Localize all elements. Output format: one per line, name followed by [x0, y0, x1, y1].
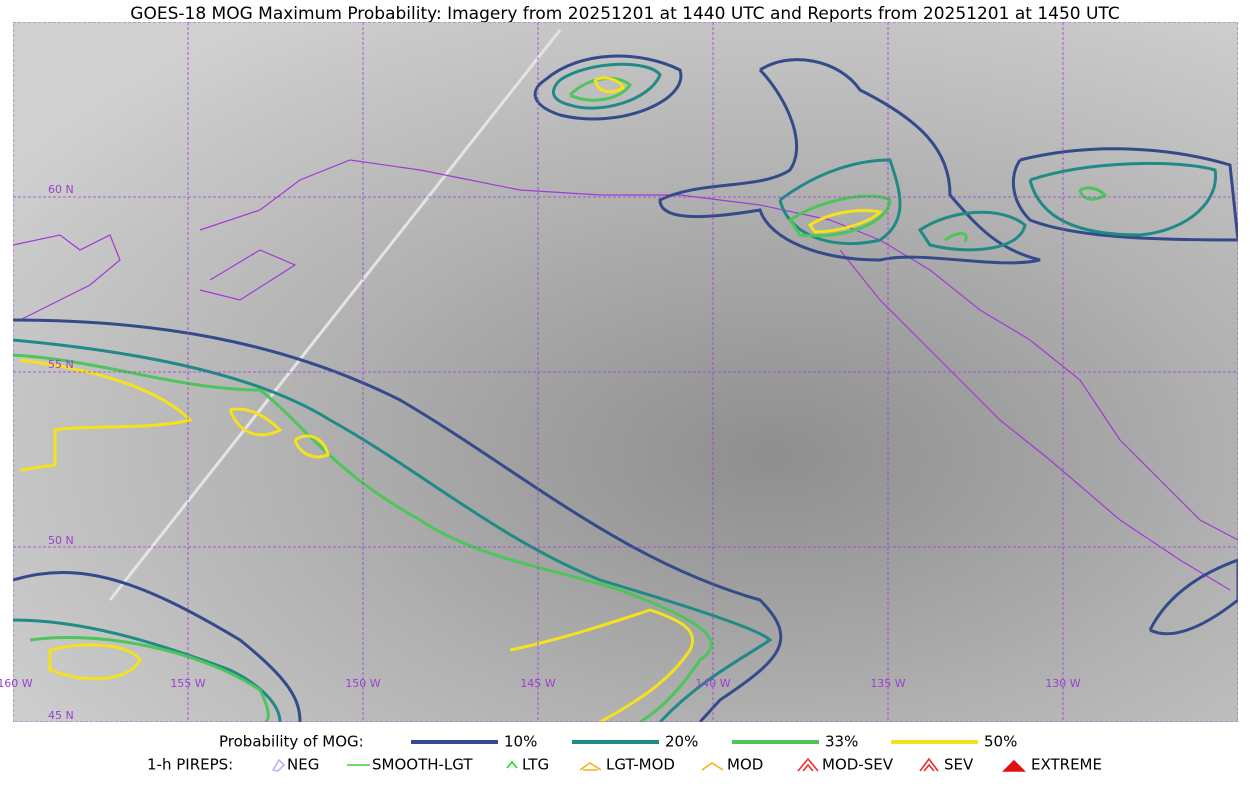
- lon-label: 150 W: [345, 677, 380, 690]
- lat-label: 45 N: [48, 709, 74, 722]
- pirep-symbol: [579, 762, 602, 771]
- lat-label: 55 N: [48, 358, 74, 371]
- contour-33: [13, 76, 1108, 722]
- pirep-symbol: [919, 757, 939, 772]
- pirep-symbol: [701, 762, 724, 771]
- legend-label: MOD-SEV: [822, 756, 894, 774]
- legend-label: 50%: [984, 733, 1017, 751]
- contour-10: [13, 54, 1238, 722]
- legend-label: LGT-MOD: [606, 756, 675, 774]
- lat-label: 60 N: [48, 183, 74, 196]
- lon-label: 135 W: [870, 677, 905, 690]
- legend-label: 33%: [825, 733, 858, 751]
- lon-label: 145 W: [520, 677, 555, 690]
- legend-label: SMOOTH-LGT: [372, 756, 473, 774]
- legend-label: 20%: [665, 733, 698, 751]
- title: GOES-18 MOG Maximum Probability: Imagery…: [130, 4, 1119, 24]
- contour-50: [19, 76, 884, 722]
- lon-label: 130 W: [1045, 677, 1080, 690]
- pirep-symbol: [797, 757, 819, 772]
- graticule: [13, 22, 1238, 722]
- legend-label: EXTREME: [1031, 756, 1102, 774]
- legend-label: MOD: [727, 756, 763, 774]
- legend-label: SEV: [944, 756, 974, 774]
- legend: Probability of MOG: 10% 20% 33% 50% 1-h PIREP…: [147, 733, 1102, 774]
- map-labels: 60 N 55 N 50 N 45 N 160 W 155 W 150 W 145 W 140 …: [0, 183, 1081, 722]
- legend-label: LTG: [522, 756, 549, 774]
- legend-title: Probability of MOG:: [219, 733, 364, 751]
- pirep-symbol: [506, 760, 518, 769]
- pirep-symbol: [1002, 759, 1026, 772]
- lon-label: 160 W: [0, 677, 33, 690]
- pirep-symbol: [271, 758, 286, 772]
- lon-label: 155 W: [170, 677, 205, 690]
- map: [13, 22, 1238, 722]
- lon-label: 140 W: [695, 677, 730, 690]
- orbit-streak: [108, 29, 562, 601]
- legend-title: 1-h PIREPS:: [147, 756, 233, 774]
- legend-label: 10%: [504, 733, 537, 751]
- legend-label: NEG: [287, 756, 319, 774]
- lat-label: 50 N: [48, 534, 74, 547]
- coastline: [13, 159, 1238, 591]
